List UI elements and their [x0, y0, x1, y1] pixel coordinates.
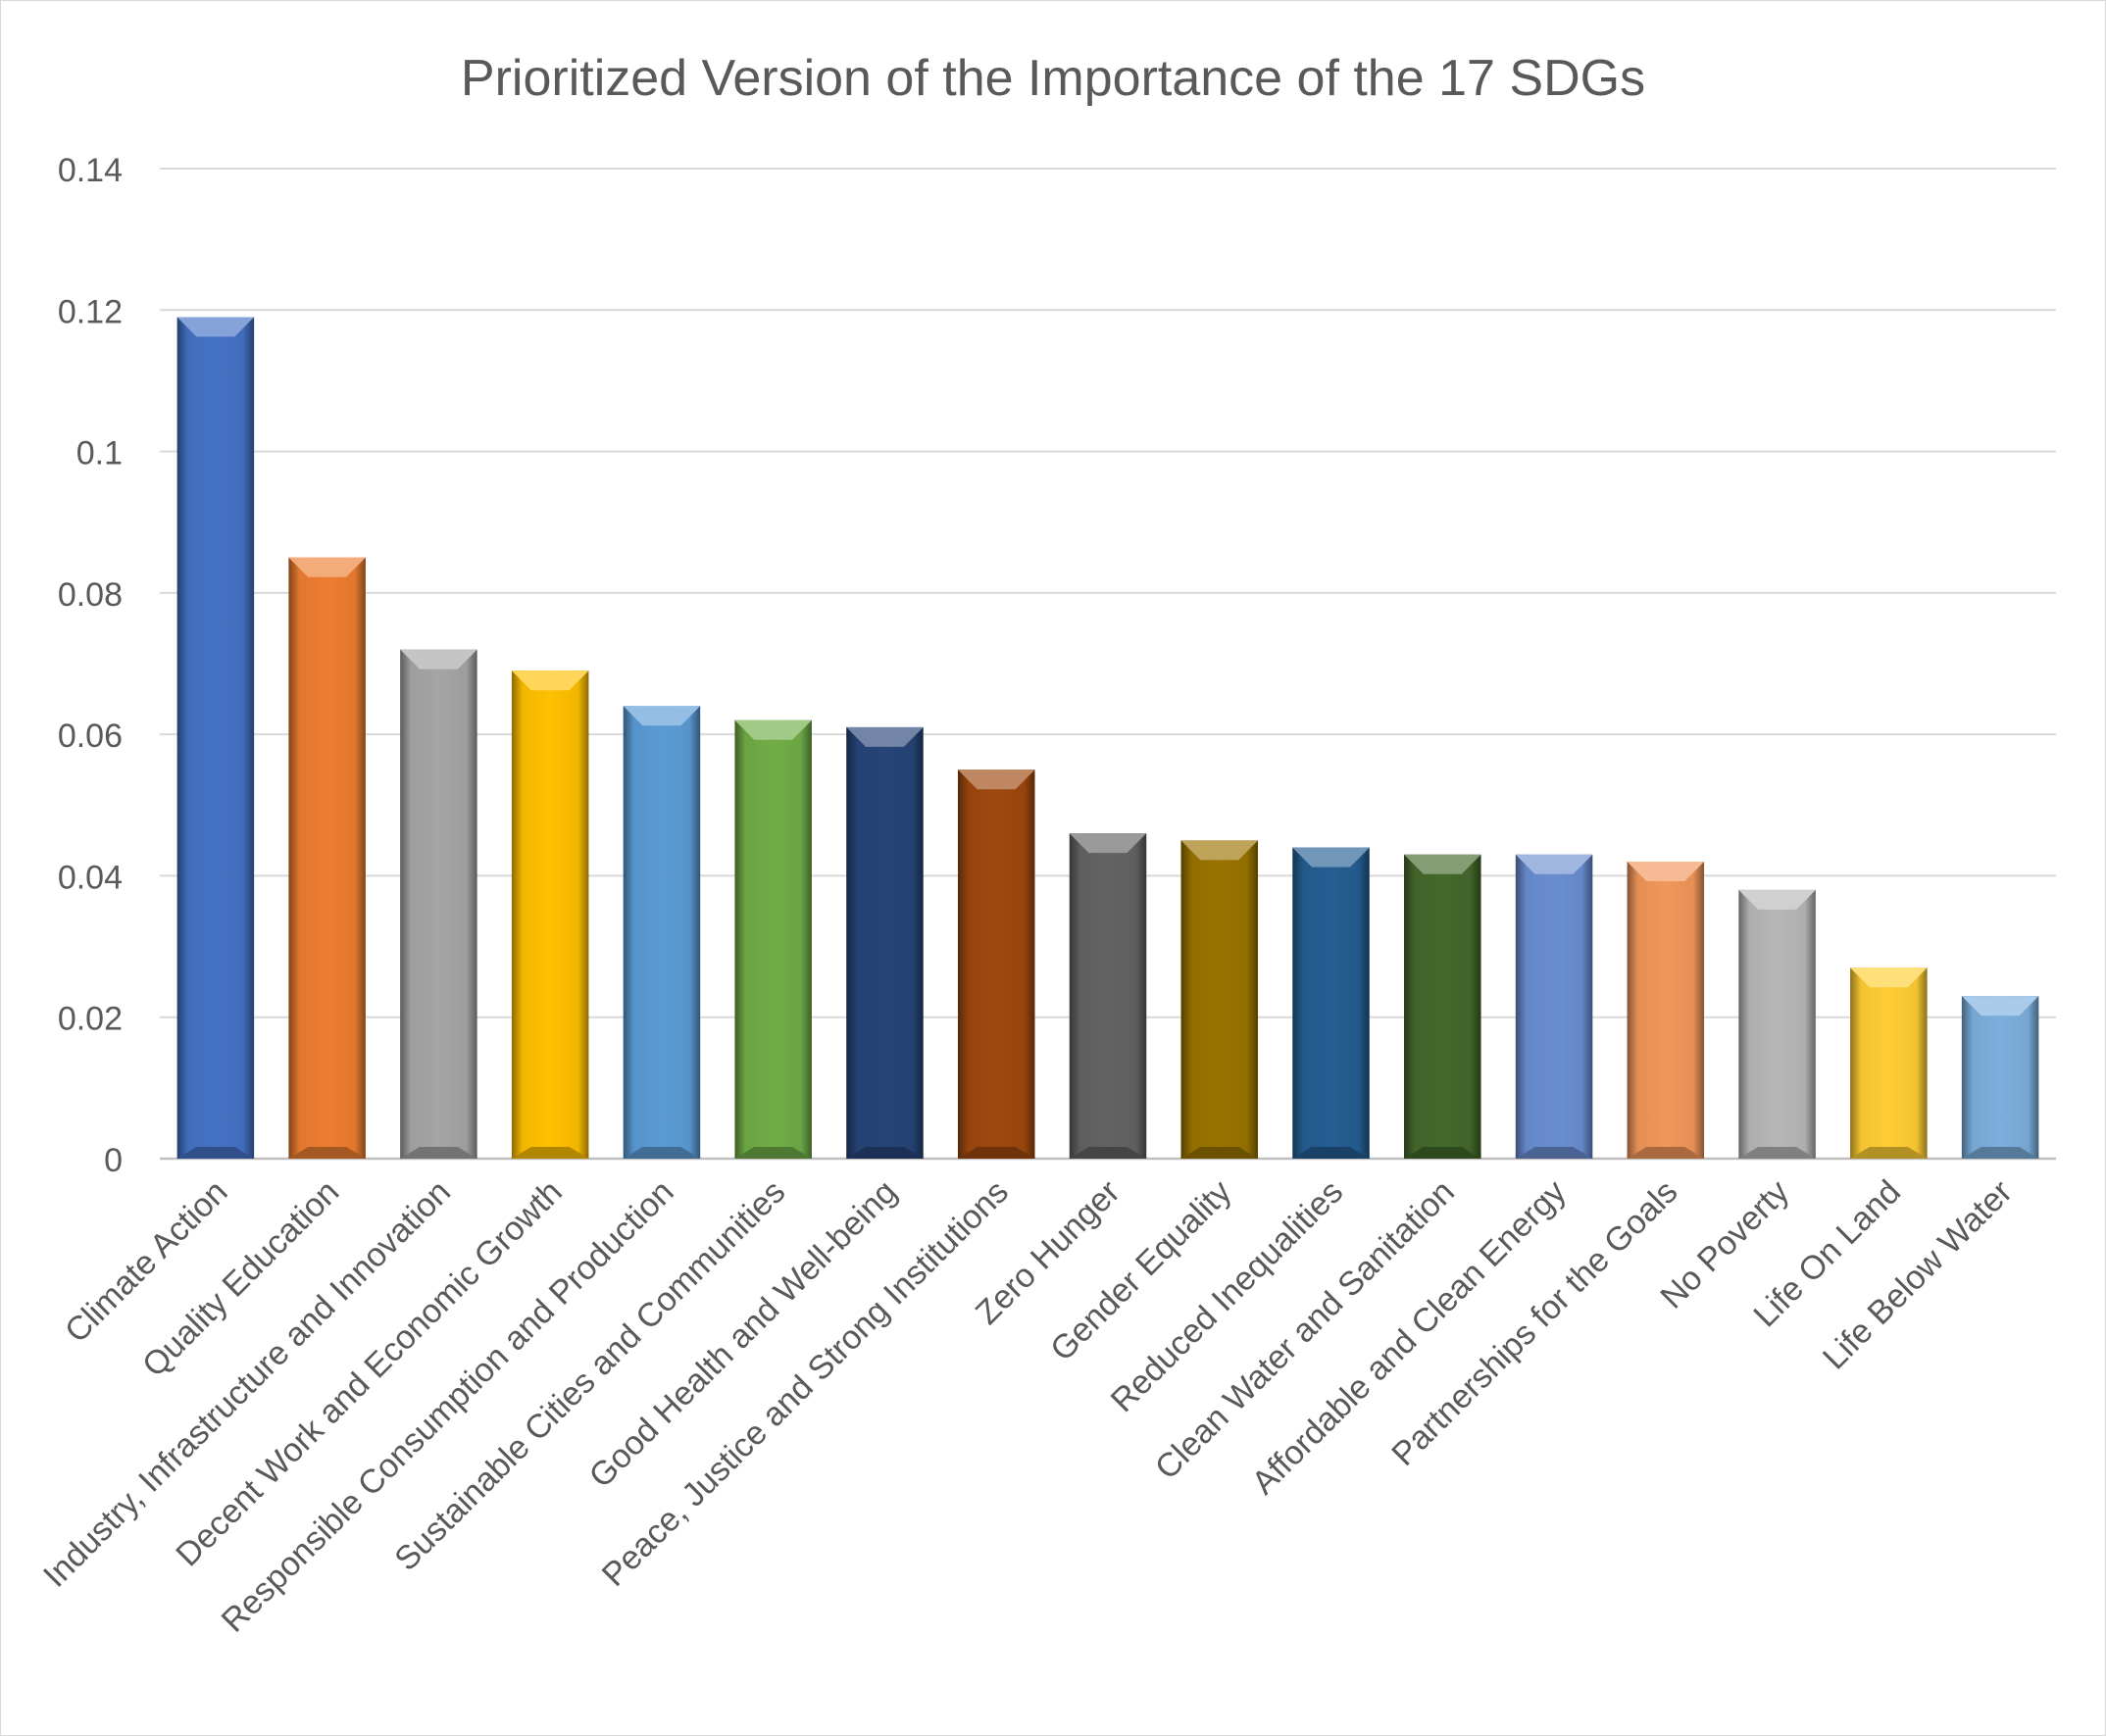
bar-top-bevel — [176, 317, 255, 337]
bar — [734, 719, 812, 1159]
bar — [288, 557, 366, 1159]
bar-bottom-bevel — [1961, 1147, 2039, 1159]
bar-group — [1069, 833, 1147, 1159]
bar-top-bevel — [846, 726, 924, 747]
bar-group — [1738, 889, 1816, 1159]
bar — [1404, 854, 1481, 1159]
bar-top-bevel — [1292, 847, 1370, 868]
bar-bottom-bevel — [1515, 1147, 1593, 1159]
bar-bottom-bevel — [176, 1147, 255, 1159]
bar-top-bevel — [1627, 862, 1705, 881]
bar — [511, 670, 589, 1159]
y-tick-label: 0.1 — [76, 435, 123, 472]
bar — [1738, 889, 1816, 1159]
bar-bottom-bevel — [400, 1147, 477, 1159]
bar-top-bevel — [734, 719, 812, 740]
bar-bottom-bevel — [1292, 1147, 1370, 1159]
bar-top-bevel — [1069, 833, 1147, 854]
bar-group — [1404, 854, 1481, 1159]
bar-top-bevel — [1738, 889, 1816, 910]
bar-top-bevel — [288, 557, 366, 577]
bar-top-bevel — [957, 769, 1035, 790]
bar-group — [1180, 840, 1259, 1159]
bar-top-bevel — [1961, 996, 2039, 1017]
x-tick-label: Quality Education — [135, 1173, 346, 1384]
bar-bottom-bevel — [1069, 1147, 1147, 1159]
bar — [1515, 854, 1593, 1159]
bar-bottom-bevel — [734, 1147, 812, 1159]
bar-group — [1515, 854, 1593, 1159]
x-tick-label: Decent Work and Economic Growth — [169, 1173, 570, 1574]
bar-group — [1961, 996, 2039, 1159]
bar — [1292, 847, 1370, 1159]
bar-group — [511, 670, 589, 1159]
bar-group — [1292, 847, 1370, 1159]
bar-group — [400, 649, 477, 1159]
bar-top-bevel — [1404, 854, 1481, 874]
bar-bottom-bevel — [957, 1147, 1035, 1159]
bar-top-bevel — [1180, 840, 1259, 861]
y-tick-label: 0.12 — [58, 293, 123, 330]
x-tick-label: Sustainable Cities and Communities — [387, 1173, 792, 1578]
y-tick-label: 0.04 — [58, 859, 123, 896]
y-tick-label: 0.06 — [58, 718, 123, 755]
x-tick-label: Industry, Infrastructure and Innovation — [36, 1173, 458, 1595]
bar-group — [288, 557, 366, 1159]
bar-bottom-bevel — [1627, 1147, 1705, 1159]
y-tick-label: 0.14 — [58, 152, 123, 189]
bar-group — [846, 726, 924, 1159]
bar — [1850, 967, 1928, 1159]
y-tick-label: 0 — [104, 1142, 123, 1179]
bar-bottom-bevel — [1850, 1147, 1928, 1159]
bar-top-bevel — [623, 706, 701, 726]
bar — [400, 649, 477, 1159]
bar-group — [1850, 967, 1928, 1159]
bar — [846, 726, 924, 1159]
x-tick-label: Peace, Justice and Strong Institutions — [595, 1173, 1016, 1594]
bar-top-bevel — [400, 649, 477, 670]
bar-bottom-bevel — [846, 1147, 924, 1159]
x-tick-label: Life Below Water — [1816, 1173, 2020, 1377]
bar — [957, 769, 1035, 1159]
bar-bottom-bevel — [1404, 1147, 1481, 1159]
chart-title: Prioritized Version of the Importance of… — [461, 50, 1645, 107]
bar — [623, 706, 701, 1159]
bar-group — [734, 719, 812, 1159]
bar-bottom-bevel — [511, 1147, 589, 1159]
bar-top-bevel — [1850, 967, 1928, 988]
bar-bottom-bevel — [1180, 1147, 1259, 1159]
bar-group — [176, 317, 255, 1159]
bar-bottom-bevel — [288, 1147, 366, 1159]
bar — [1180, 840, 1259, 1159]
y-tick-label: 0.02 — [58, 1001, 123, 1038]
bar — [176, 317, 255, 1159]
bar — [1627, 862, 1705, 1159]
bar-bottom-bevel — [1738, 1147, 1816, 1159]
y-tick-label: 0.08 — [58, 576, 123, 614]
bar — [1069, 833, 1147, 1159]
bars — [176, 317, 2039, 1159]
bar-bottom-bevel — [623, 1147, 701, 1159]
bar-group — [1627, 862, 1705, 1159]
bar-top-bevel — [1515, 854, 1593, 874]
bar-group — [623, 706, 701, 1159]
bar-group — [957, 769, 1035, 1159]
bar — [1961, 996, 2039, 1159]
bar-top-bevel — [511, 670, 589, 691]
y-axis-ticks: 0 0.02 0.04 0.06 0.08 0.1 0.12 0.14 — [58, 152, 123, 1179]
